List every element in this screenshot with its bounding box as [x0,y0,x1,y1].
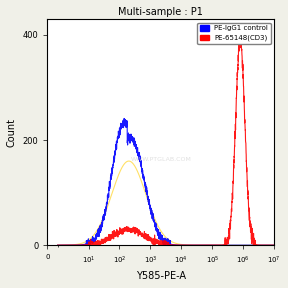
Title: Multi-sample : P1: Multi-sample : P1 [118,7,203,17]
Legend: PE-IgG1 control, PE-65148(CD3): PE-IgG1 control, PE-65148(CD3) [198,22,271,44]
Y-axis label: Count: Count [7,118,17,147]
X-axis label: Y585-PE-A: Y585-PE-A [136,271,186,281]
Text: WWW.PTGLAB.COM: WWW.PTGLAB.COM [130,157,191,162]
